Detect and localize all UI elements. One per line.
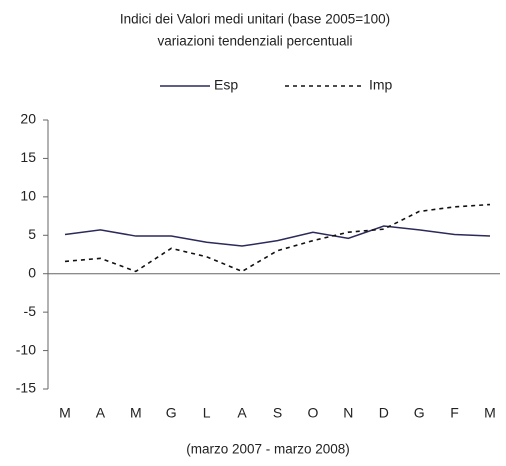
series-line [64, 203, 491, 273]
legend-label: Esp [214, 77, 238, 93]
series-line [64, 225, 491, 247]
y-tick-label: 20 [20, 111, 36, 127]
y-tick-label: 10 [20, 188, 36, 204]
y-tick-label: -5 [24, 303, 37, 319]
x-tick-label: M [484, 405, 496, 421]
x-tick-label: O [307, 405, 318, 421]
chart-subtitle: variazioni tendenziali percentuali [157, 34, 352, 49]
x-tick-label: G [414, 405, 425, 421]
x-tick-label: G [166, 405, 177, 421]
y-tick-label: 0 [28, 264, 36, 280]
x-tick-label: M [59, 405, 71, 421]
x-tick-label: F [450, 405, 459, 421]
x-tick-label: S [273, 405, 282, 421]
legend-label: Imp [369, 77, 393, 93]
x-tick-label: M [130, 405, 142, 421]
chart-title: Indici dei Valori medi unitari (base 200… [120, 12, 390, 27]
x-axis-label: (marzo 2007 - marzo 2008) [186, 442, 350, 457]
x-tick-label: A [237, 405, 247, 421]
x-tick-label: L [203, 405, 211, 421]
y-tick-label: 15 [20, 149, 36, 165]
x-tick-label: A [96, 405, 106, 421]
y-tick-label: 5 [28, 226, 36, 242]
x-tick-label: N [343, 405, 353, 421]
x-tick-label: D [379, 405, 389, 421]
y-tick-label: -10 [16, 341, 36, 357]
y-tick-label: -15 [16, 380, 36, 396]
